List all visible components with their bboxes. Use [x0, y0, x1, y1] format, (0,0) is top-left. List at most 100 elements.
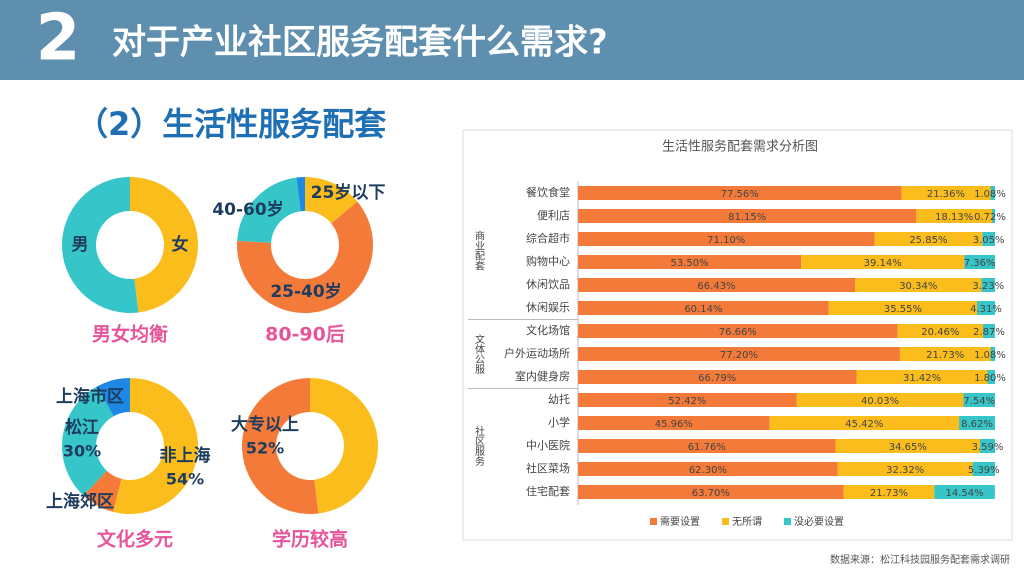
- donut-slice: [241, 378, 319, 515]
- bar-value-label: 3.23%: [972, 281, 1004, 292]
- slice-label: 上海市区: [56, 386, 124, 407]
- bar-segment: [578, 209, 917, 223]
- legend-swatch: [722, 518, 729, 525]
- bar-segment: [990, 347, 996, 361]
- donut-caption: 文化多元: [97, 528, 173, 551]
- category-label: 购物中心: [526, 254, 570, 268]
- slice-label: 25-40岁: [270, 281, 341, 302]
- bar-value-label: 35.55%: [884, 304, 922, 315]
- bar-segment: [934, 485, 995, 499]
- category-label: 住宅配套: [526, 484, 570, 498]
- donut-slice: [83, 470, 122, 512]
- slice-value-label: 54%: [166, 470, 204, 489]
- bar-value-label: 2.87%: [973, 327, 1005, 338]
- chart-title: 生活性服务配套需求分析图: [662, 139, 818, 155]
- header-title: 对于产业社区服务配套什么需求?: [112, 23, 608, 63]
- bar-segment: [855, 278, 982, 292]
- bar-segment: [801, 255, 965, 269]
- category-label: 便利店: [537, 208, 570, 222]
- bar-segment: [796, 393, 964, 407]
- slice-label: 非上海: [160, 445, 211, 466]
- bar-value-label: 21.73%: [870, 488, 908, 499]
- bar-segment: [578, 485, 844, 499]
- bar-value-label: 7.36%: [964, 258, 996, 269]
- group-label: 文体公服: [473, 333, 485, 375]
- bar-value-label: 30.34%: [899, 281, 937, 292]
- bar-segment: [916, 209, 992, 223]
- category-label: 户外运动场所: [504, 346, 570, 360]
- bar-segment: [578, 278, 856, 292]
- bar-value-label: 45.96%: [655, 419, 693, 430]
- category-label: 休闲饮品: [526, 277, 570, 291]
- bar-value-label: 8.62%: [961, 419, 993, 430]
- group-label: 社区服务: [473, 425, 485, 467]
- source: 数据来源：松江科技园服务配套需求调研: [830, 553, 1010, 566]
- bar-value-label: 77.20%: [720, 350, 758, 361]
- bar-value-label: 3.05%: [973, 235, 1005, 246]
- bar-segment: [837, 462, 973, 476]
- donut-slice: [296, 177, 305, 212]
- bar-segment: [835, 439, 981, 453]
- bar-segment: [901, 186, 991, 200]
- bar-segment: [991, 209, 995, 223]
- bar-value-label: 53.50%: [670, 258, 708, 269]
- bar-segment: [828, 301, 978, 315]
- slice-label: 大专以上: [231, 414, 299, 435]
- category-label: 餐饮食堂: [526, 185, 570, 199]
- bar-value-label: 77.56%: [721, 189, 759, 200]
- donut-slice: [113, 378, 199, 514]
- bar-segment: [972, 462, 996, 476]
- bar-segment: [856, 370, 988, 384]
- bar-segment: [980, 439, 995, 453]
- bar-segment: [578, 255, 802, 269]
- bar-segment: [843, 485, 935, 499]
- category-label: 休闲娱乐: [526, 300, 570, 314]
- category-label: 社区菜场: [526, 461, 570, 475]
- bar-value-label: 18.13%: [935, 212, 973, 223]
- group-label: 商业配套: [473, 229, 485, 271]
- bar-value-label: 0.72%: [974, 212, 1006, 223]
- bar-value-label: 1.08%: [974, 350, 1006, 361]
- bar-segment: [578, 232, 875, 246]
- category-label: 幼托: [548, 392, 570, 406]
- bar-value-label: 1.08%: [974, 189, 1006, 200]
- donut-caption: 80-90后: [265, 324, 345, 346]
- bar-value-label: 45.42%: [845, 419, 883, 430]
- bar-segment: [982, 232, 995, 246]
- category-label: 中小医院: [526, 438, 570, 452]
- bar-value-label: 3.59%: [972, 442, 1004, 453]
- bar-segment: [578, 393, 797, 407]
- category-label: 综合超市: [526, 231, 570, 245]
- legend-swatch: [650, 518, 657, 525]
- bar-value-label: 32.32%: [886, 465, 924, 476]
- donut-slice: [61, 386, 114, 496]
- bar-value-label: 66.79%: [698, 373, 736, 384]
- bar-segment: [578, 462, 838, 476]
- donut-slice: [236, 201, 373, 313]
- header-band: [0, 0, 1024, 80]
- bar-value-label: 52.42%: [668, 396, 706, 407]
- bar-value-label: 5.39%: [968, 465, 1000, 476]
- bar-value-label: 62.30%: [689, 465, 727, 476]
- category-label: 小学: [548, 415, 570, 429]
- slice-label: 25岁以下: [311, 182, 386, 203]
- slice-label: 松江: [65, 417, 99, 438]
- bar-segment: [899, 347, 991, 361]
- legend-label: 无所谓: [732, 516, 762, 528]
- category-label: 室内健身房: [515, 369, 570, 383]
- bar-value-label: 25.85%: [909, 235, 947, 246]
- bar-value-label: 34.65%: [889, 442, 927, 453]
- bar-segment: [874, 232, 983, 246]
- legend-swatch: [784, 518, 791, 525]
- bar-value-label: 66.43%: [697, 281, 735, 292]
- bar-value-label: 61.76%: [688, 442, 726, 453]
- bar-value-label: 39.14%: [864, 258, 902, 269]
- header-number: 2: [36, 2, 81, 76]
- bar-value-label: 1.80%: [974, 373, 1006, 384]
- donut-slice: [62, 176, 139, 313]
- bar-segment: [897, 324, 983, 338]
- slice-value-label: 52%: [246, 439, 284, 458]
- legend-label: 需要设置: [660, 516, 700, 528]
- donut-caption: 男女均衡: [92, 323, 168, 346]
